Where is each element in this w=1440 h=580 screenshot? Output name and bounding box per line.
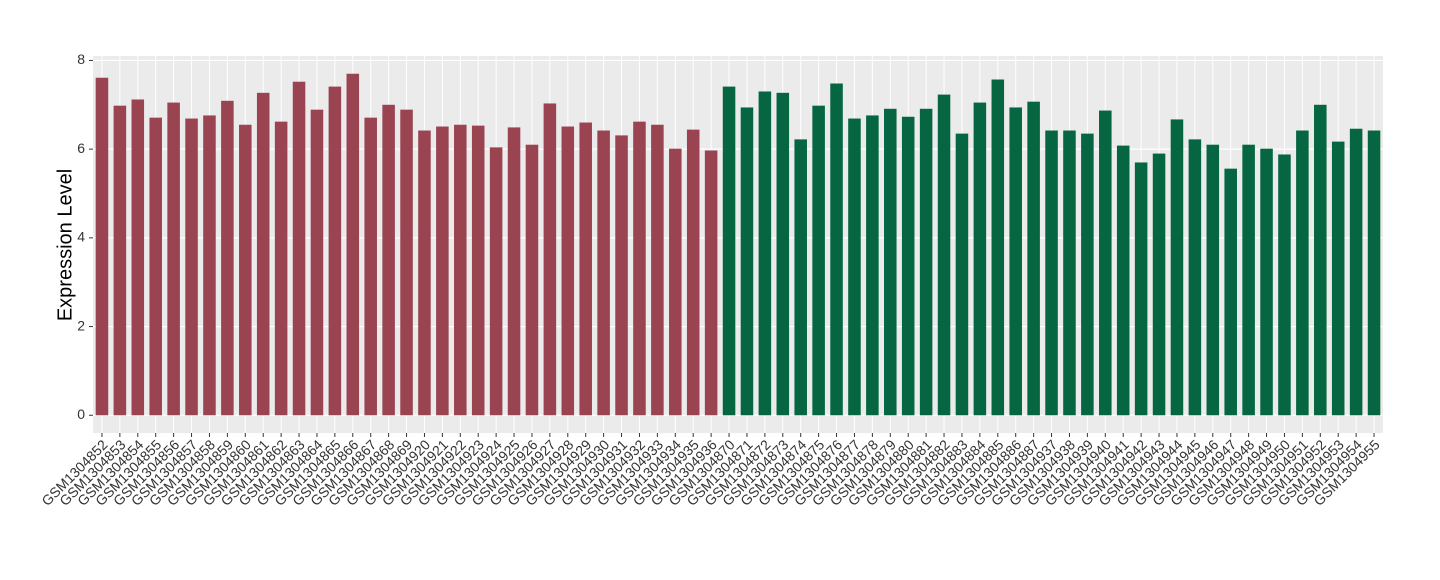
bar bbox=[382, 104, 395, 416]
bar bbox=[1224, 168, 1237, 416]
bar bbox=[185, 118, 198, 416]
bar bbox=[1331, 141, 1345, 416]
bar bbox=[1206, 144, 1220, 416]
bar bbox=[1063, 130, 1076, 416]
bar bbox=[274, 121, 288, 416]
y-tick-label: 2 bbox=[77, 317, 85, 333]
bar bbox=[471, 125, 485, 416]
bar bbox=[292, 81, 306, 416]
bar bbox=[203, 115, 216, 416]
bar bbox=[615, 135, 628, 416]
bar bbox=[955, 133, 969, 416]
y-tick-label: 0 bbox=[77, 406, 85, 422]
bar bbox=[884, 108, 897, 416]
bar bbox=[543, 103, 557, 416]
bar bbox=[937, 94, 951, 416]
bar bbox=[454, 124, 467, 416]
bar bbox=[669, 148, 682, 416]
bar bbox=[1081, 133, 1094, 416]
bar bbox=[1045, 130, 1058, 416]
bar bbox=[310, 109, 324, 416]
bar bbox=[1296, 130, 1309, 416]
bar bbox=[489, 147, 503, 416]
bar bbox=[525, 144, 539, 416]
bar bbox=[221, 100, 234, 416]
plot-panel bbox=[93, 56, 1383, 433]
bar bbox=[1170, 119, 1184, 416]
bar bbox=[848, 118, 861, 416]
bar bbox=[1260, 148, 1273, 416]
bar bbox=[919, 108, 933, 416]
bar bbox=[812, 105, 825, 416]
bar bbox=[722, 86, 736, 416]
bar bbox=[704, 150, 718, 416]
bar bbox=[167, 102, 180, 416]
bar bbox=[866, 115, 879, 416]
bar bbox=[901, 116, 915, 416]
bar bbox=[1134, 162, 1148, 416]
bar bbox=[579, 122, 592, 416]
bar bbox=[1242, 144, 1255, 416]
bar bbox=[597, 130, 610, 416]
y-tick-label: 8 bbox=[77, 51, 85, 67]
bar bbox=[633, 121, 646, 416]
bar bbox=[1152, 153, 1166, 416]
y-tick-label: 4 bbox=[77, 229, 85, 245]
bar bbox=[561, 126, 575, 416]
bar bbox=[758, 91, 772, 416]
bar bbox=[1278, 154, 1291, 416]
bar bbox=[1349, 128, 1363, 416]
bar bbox=[1314, 104, 1327, 416]
bar bbox=[436, 126, 449, 416]
bar bbox=[830, 83, 843, 416]
bar bbox=[113, 105, 127, 416]
bar bbox=[1116, 145, 1130, 416]
bar bbox=[740, 107, 754, 416]
bar bbox=[651, 124, 664, 416]
bar bbox=[776, 92, 790, 416]
bar bbox=[1009, 107, 1022, 416]
bar bbox=[507, 127, 521, 416]
bar bbox=[686, 129, 700, 416]
bar bbox=[95, 77, 109, 416]
bar bbox=[1027, 101, 1040, 416]
bar bbox=[328, 86, 342, 416]
y-axis-title: Expression Level bbox=[54, 169, 76, 321]
bar bbox=[973, 102, 987, 416]
bar bbox=[149, 117, 162, 416]
bar bbox=[364, 117, 377, 416]
bar bbox=[239, 124, 252, 416]
bar bbox=[256, 92, 270, 416]
bar bbox=[1367, 130, 1381, 416]
bar bbox=[1188, 139, 1202, 416]
bar bbox=[794, 139, 807, 416]
bar bbox=[131, 99, 145, 416]
bar bbox=[418, 130, 431, 416]
bar bbox=[346, 73, 360, 416]
bar bbox=[1099, 110, 1112, 416]
bar bbox=[991, 79, 1005, 416]
bar bbox=[400, 109, 413, 416]
y-tick-label: 6 bbox=[77, 140, 85, 156]
